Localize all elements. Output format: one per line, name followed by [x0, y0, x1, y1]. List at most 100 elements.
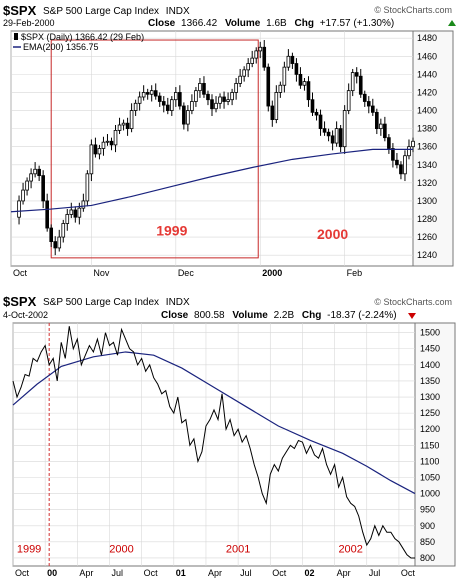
candle-body	[121, 122, 126, 126]
year-annotations: 1999 2000	[156, 222, 348, 242]
close-label: Close	[161, 310, 189, 321]
candle-body	[190, 101, 194, 111]
candle-body	[358, 75, 363, 95]
candle-body	[379, 123, 383, 130]
y-tick-label: 1260	[417, 232, 437, 242]
ema-line	[12, 351, 416, 495]
y-tick-label: 1440	[417, 69, 437, 79]
candle-body	[93, 144, 98, 155]
close-value: 800.58	[194, 310, 225, 321]
candle-body	[411, 140, 415, 148]
candle-body	[234, 83, 238, 93]
exchange-text: INDX	[166, 297, 190, 308]
candle-body	[322, 128, 327, 133]
candle-body	[294, 63, 299, 75]
candle-body	[302, 81, 307, 86]
candle-body	[65, 214, 70, 224]
close-price-line	[12, 326, 415, 559]
candle-body	[254, 50, 259, 59]
x-tick-label: Jul	[369, 568, 381, 578]
y-tick-label: 1500	[420, 328, 440, 338]
index-name-text: S&P 500 Large Cap Index	[43, 6, 159, 17]
year-annotations: 1999 2000 2001 2002	[17, 543, 363, 555]
y-tick-label: 1340	[417, 160, 437, 170]
volume-value: 2.2B	[274, 310, 295, 321]
y-tick-label: 1400	[420, 360, 440, 370]
x-tick-label: Oct	[13, 268, 28, 278]
candle-body	[246, 63, 250, 71]
candle-body	[274, 92, 279, 120]
chg-up-arrow-icon	[448, 20, 456, 26]
symbol-label: $SPX	[3, 3, 37, 18]
candle-body	[214, 102, 218, 110]
candle-body	[149, 90, 154, 95]
candle-body	[133, 102, 138, 111]
candle-body	[169, 99, 174, 111]
y-tick-label: 1360	[417, 142, 437, 152]
candle-body	[117, 124, 122, 131]
candle-body	[370, 105, 375, 113]
candle-body	[318, 114, 323, 130]
index-name: S&P 500 Large Cap Index INDX	[43, 6, 190, 17]
y-tick-label: 1480	[417, 33, 437, 43]
candle-body	[383, 123, 387, 139]
index-name: S&P 500 Large Cap Index INDX	[43, 297, 190, 308]
candle-body	[29, 173, 33, 182]
candlesticks	[17, 40, 415, 256]
candle-body	[161, 101, 166, 106]
candle-body	[334, 128, 339, 144]
candle-body	[81, 200, 86, 209]
plot-area	[12, 322, 416, 567]
candle-body	[270, 105, 275, 120]
x-tick-label: Feb	[347, 268, 363, 278]
x-tick-label: Apr	[337, 568, 351, 578]
x-tick-labels: Oct Nov Dec 2000 Feb	[13, 268, 362, 278]
year-annotation: 2000	[109, 543, 133, 555]
y-tick-label: 1300	[420, 392, 440, 402]
candle-body	[105, 140, 110, 143]
candle-body	[25, 180, 29, 191]
y-tick-label: 1350	[420, 376, 440, 386]
candle-body	[206, 93, 210, 101]
chg-label: Chg	[302, 310, 321, 321]
candle-body	[375, 111, 379, 130]
candle-body	[354, 72, 359, 77]
volume-label: Volume	[232, 310, 268, 321]
y-tick-label: 1380	[417, 124, 437, 134]
candle-body	[157, 95, 162, 102]
x-tick-label: Apr	[79, 568, 93, 578]
candle-body	[125, 122, 130, 130]
candle-body	[250, 57, 255, 64]
x-tick-label: 01	[176, 568, 186, 578]
x-tick-label: Oct	[144, 568, 159, 578]
candle-body	[350, 72, 355, 92]
y-tick-labels: 1240 1260 1280 1300 1320 1340 1360 1380 1400 1420…	[417, 33, 437, 260]
candle-body	[85, 173, 90, 202]
y-tick-labels: 800 850 900 950 1000 1050 1100 1150 1200 1250 1300…	[420, 328, 440, 563]
candle-body	[362, 93, 367, 102]
volume-label: Volume	[225, 18, 261, 29]
chg-value: -18.37 (-2.24%)	[327, 310, 396, 321]
y-tick-label: 1250	[420, 408, 440, 418]
date-label: 4-Oct-2002	[3, 310, 48, 320]
candle-body	[17, 200, 21, 218]
candle-body	[89, 144, 94, 175]
candle-body	[129, 110, 134, 130]
y-tick-label: 1400	[417, 106, 437, 116]
y-tick-label: 1240	[417, 250, 437, 260]
year-annotation: 2000	[317, 226, 348, 242]
candle-body	[310, 99, 315, 113]
candle-body	[97, 148, 102, 155]
grid	[12, 323, 415, 566]
y-tick-label: 1150	[420, 440, 439, 450]
volume-value: 1.6B	[266, 18, 287, 29]
x-tick-label: Dec	[178, 268, 195, 278]
candle-body	[262, 46, 267, 68]
chart-top: $SPX S&P 500 Large Cap Index INDX © Stoc…	[3, 3, 456, 278]
candle-body	[33, 168, 37, 175]
y-tick-label: 1460	[417, 51, 437, 61]
x-tick-label: Jul	[111, 568, 123, 578]
candle-body	[113, 130, 118, 146]
candle-body	[407, 146, 411, 157]
candle-body	[346, 90, 351, 111]
